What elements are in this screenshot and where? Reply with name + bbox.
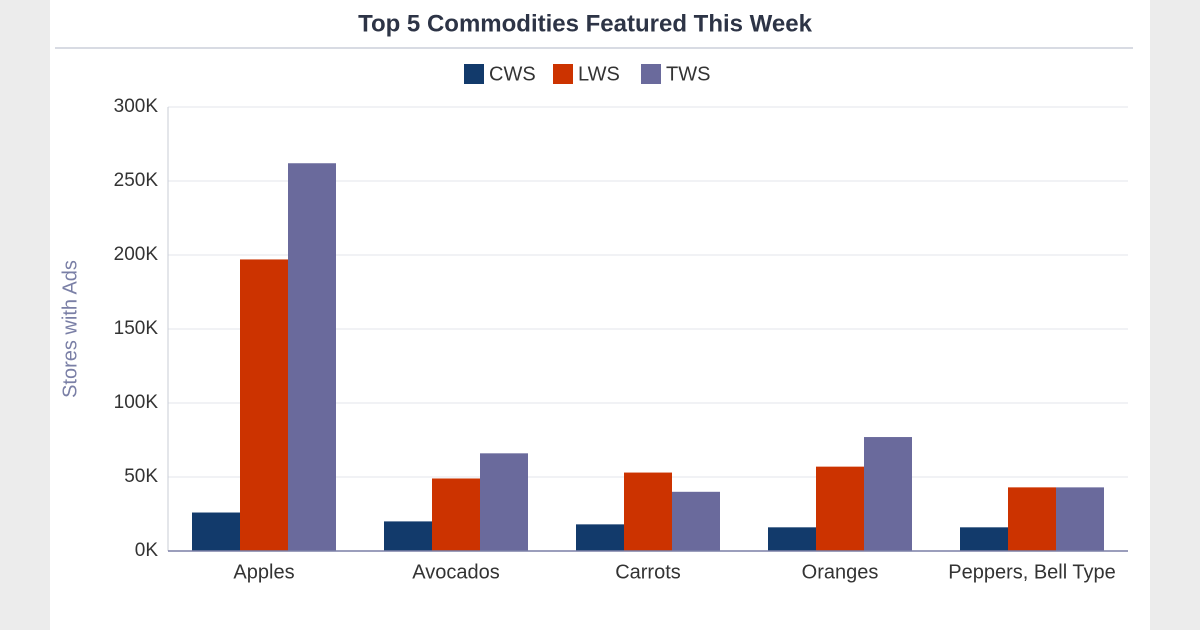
bar	[192, 512, 240, 551]
x-tick-label: Oranges	[802, 561, 879, 583]
x-tick-label: Avocados	[412, 561, 499, 583]
bar	[480, 453, 528, 551]
bar	[576, 524, 624, 551]
y-tick-label: 150K	[114, 318, 159, 339]
x-tick-label: Apples	[233, 561, 294, 583]
legend-label: LWS	[578, 63, 620, 85]
y-tick-label: 0K	[135, 540, 159, 561]
legend-swatch	[553, 64, 573, 84]
bar	[672, 491, 720, 551]
bar	[240, 259, 288, 551]
bar	[864, 437, 912, 551]
bar	[288, 163, 336, 552]
y-tick-label: 250K	[114, 170, 159, 191]
x-tick-label: Peppers, Bell Type	[948, 561, 1116, 583]
bar	[432, 478, 480, 551]
x-tick-label: Carrots	[615, 561, 681, 583]
bar	[384, 521, 432, 551]
bar	[1056, 487, 1104, 551]
legend-label: CWS	[489, 63, 536, 85]
y-axis-label: Stores with Ads	[59, 260, 81, 398]
y-tick-label: 50K	[124, 466, 158, 487]
bar	[1008, 487, 1056, 551]
legend-swatch	[641, 64, 661, 84]
legend-label: TWS	[666, 63, 710, 85]
legend-swatch	[464, 64, 484, 84]
bar	[960, 527, 1008, 551]
bar	[768, 527, 816, 551]
chart-title: Top 5 Commodities Featured This Week	[358, 10, 813, 37]
legend: CWS LWS TWS	[464, 63, 710, 85]
y-tick-label: 100K	[114, 392, 159, 413]
bar	[624, 472, 672, 551]
bar	[816, 466, 864, 551]
y-tick-label: 200K	[114, 244, 159, 265]
y-tick-label: 300K	[114, 96, 159, 117]
